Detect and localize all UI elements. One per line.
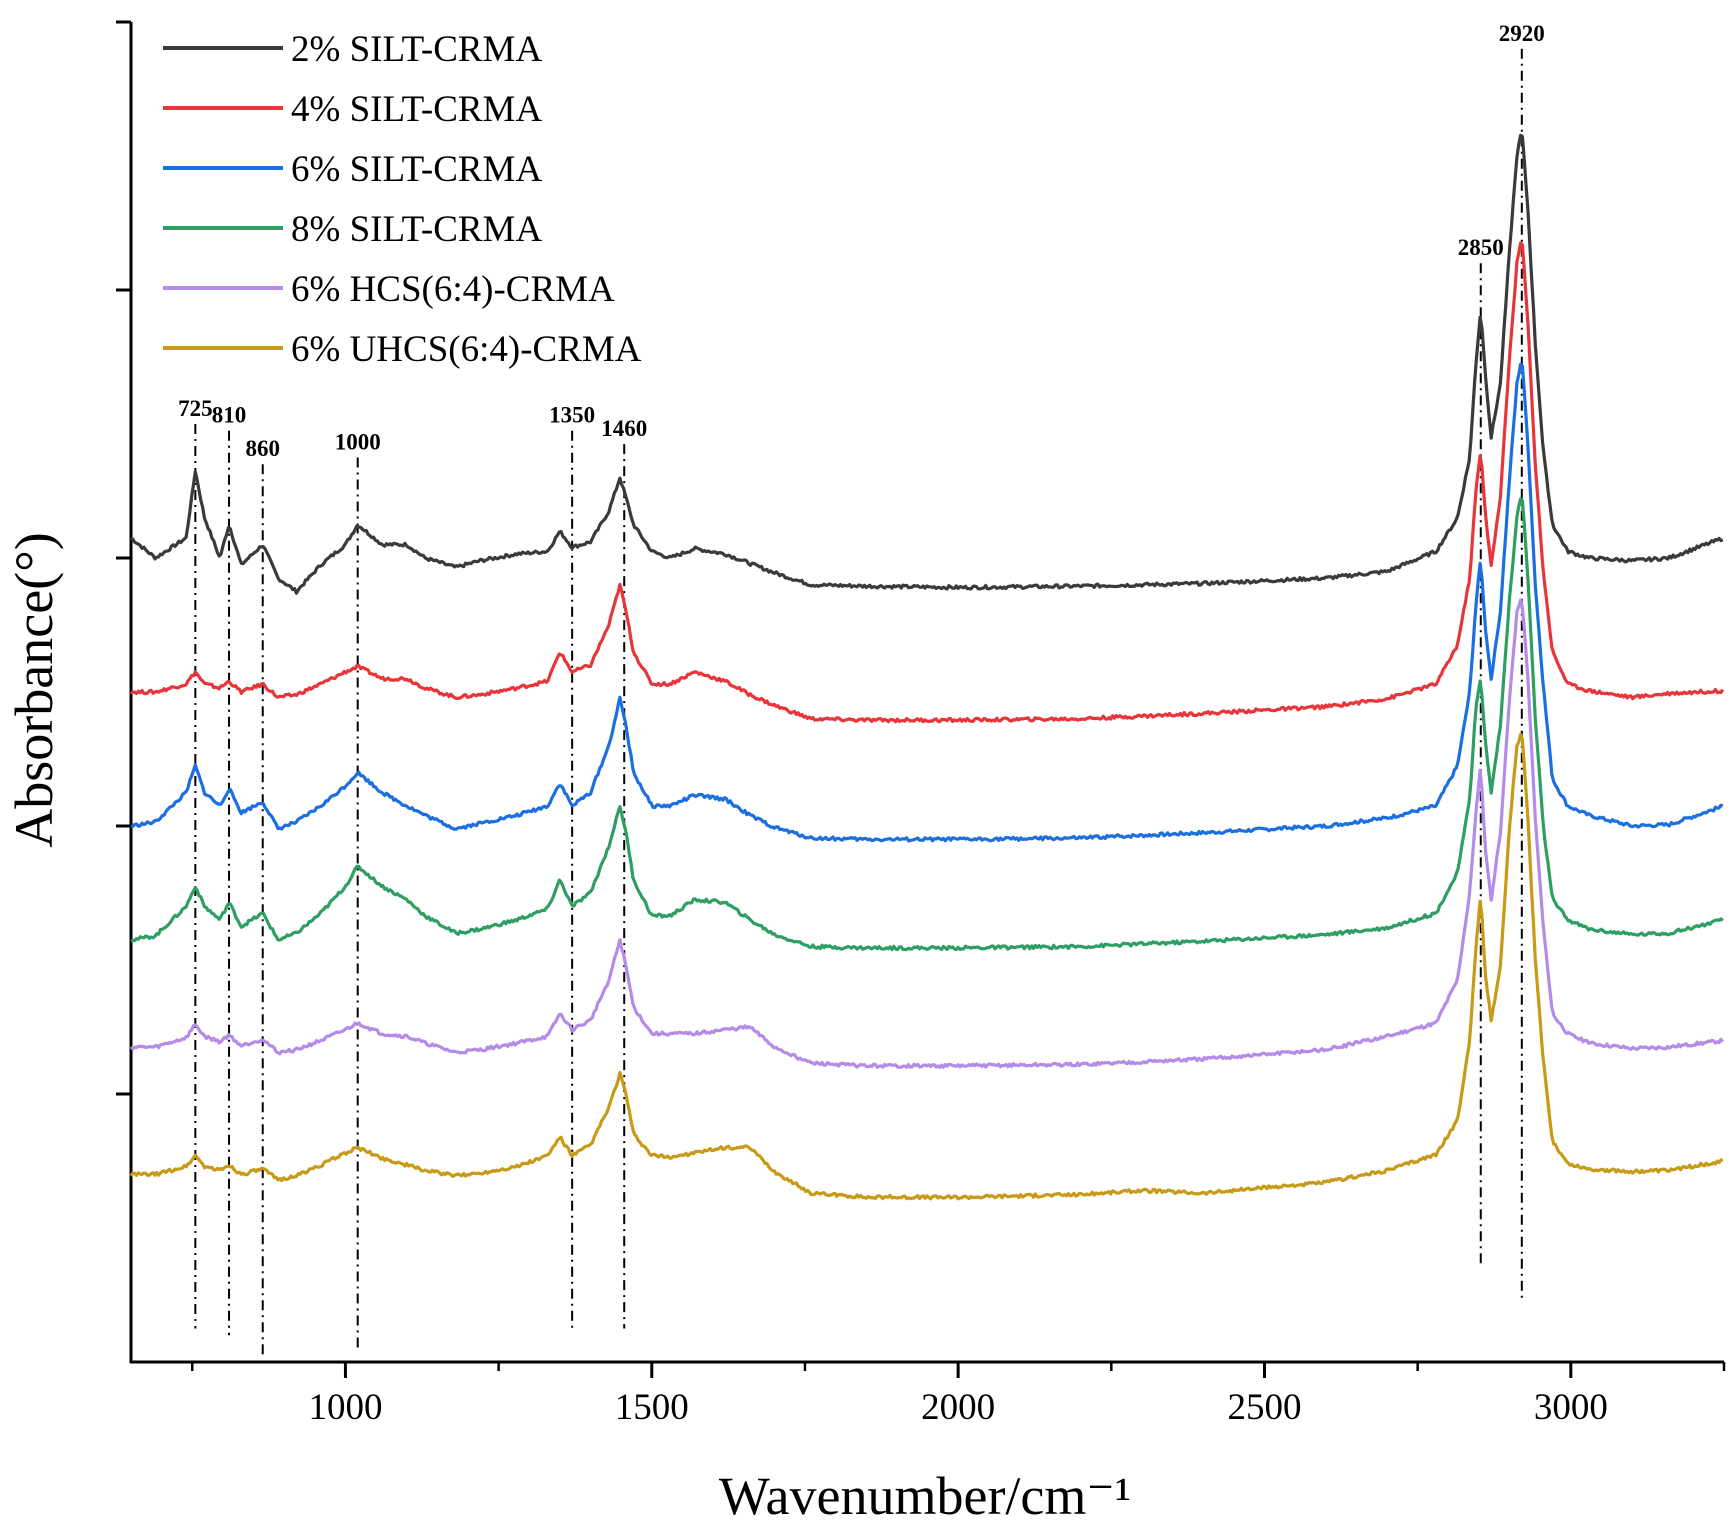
peak-label-725: 725 <box>178 396 213 421</box>
peak-label-810: 810 <box>212 403 247 428</box>
x-axis-title: Wavenumber/cm⁻¹ <box>719 1466 1131 1526</box>
series-line-2 <box>130 241 1725 724</box>
series-line-5 <box>129 598 1725 1069</box>
x-tick-label: 2000 <box>921 1387 995 1428</box>
axes: 1000 1500 2000 2500 3000 <box>116 20 1726 1428</box>
series-line-1 <box>130 133 1724 595</box>
legend-label-6: 6% UHCS(6:4)-CRMA <box>291 329 642 370</box>
peak-label-860: 860 <box>245 436 280 461</box>
peak-label-2850: 2850 <box>1458 235 1504 260</box>
peak-label-2920: 2920 <box>1499 21 1545 46</box>
legend-label-2: 4% SILT-CRMA <box>291 89 542 130</box>
legend: 2% SILT-CRMA 4% SILT-CRMA 6% SILT-CRMA 8% S… <box>163 29 642 370</box>
series-line-4 <box>130 497 1724 952</box>
x-tick-label: 3000 <box>1534 1387 1608 1428</box>
series-lines <box>129 133 1725 1201</box>
y-axis-title: Absorbance(°) <box>4 532 64 847</box>
peak-label-1350: 1350 <box>549 403 595 428</box>
series-line-3 <box>130 362 1724 843</box>
legend-label-3: 6% SILT-CRMA <box>291 149 542 190</box>
legend-label-1: 2% SILT-CRMA <box>291 29 542 70</box>
x-tick-label: 2500 <box>1227 1387 1301 1428</box>
series-line-6 <box>129 732 1724 1201</box>
legend-label-4: 8% SILT-CRMA <box>291 209 542 250</box>
x-tick-label: 1500 <box>615 1387 689 1428</box>
x-tick-label: 1000 <box>308 1387 382 1428</box>
peak-label-1460: 1460 <box>601 416 647 441</box>
legend-label-5: 6% HCS(6:4)-CRMA <box>291 269 615 310</box>
peak-label-1000: 1000 <box>335 430 381 455</box>
